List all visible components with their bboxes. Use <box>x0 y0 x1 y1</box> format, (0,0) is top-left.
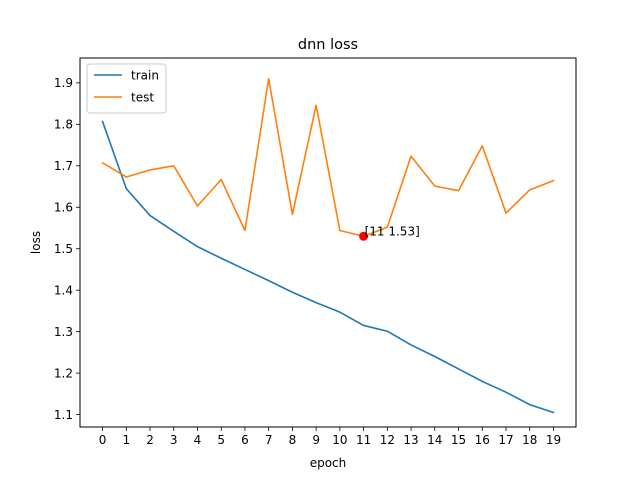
legend-label-train: train <box>131 69 159 83</box>
x-tick-label: 14 <box>427 433 442 447</box>
series-line-test <box>101 77 555 238</box>
y-tick-label: 1.2 <box>54 366 73 380</box>
x-tick-label: 6 <box>241 433 249 447</box>
y-axis-ticks: 1.1 1.2 1.3 1.4 1.5 1.6 1.7 1.8 1.9 <box>54 76 80 422</box>
x-tick-label: 18 <box>522 433 537 447</box>
y-tick-label: 1.5 <box>54 242 73 256</box>
y-tick-label: 1.4 <box>54 283 73 297</box>
legend-box <box>86 63 167 114</box>
annotation-label: [11 1.53] <box>365 224 420 238</box>
y-tick-label: 1.1 <box>54 408 73 422</box>
x-tick-label: 0 <box>99 433 107 447</box>
y-tick-label: 1.8 <box>54 118 73 132</box>
x-tick-label: 1 <box>122 433 130 447</box>
x-axis-ticks: 0 1 2 3 4 5 6 7 8 9 10 11 12 13 14 15 16 17 18 19 <box>99 427 561 447</box>
chart-title: dnn loss <box>298 37 358 53</box>
axes-frame <box>79 57 577 428</box>
x-tick-label: 12 <box>380 433 395 447</box>
x-tick-label: 9 <box>312 433 320 447</box>
y-tick-label: 1.9 <box>54 76 73 90</box>
x-tick-label: 3 <box>170 433 178 447</box>
series-line-train <box>101 120 555 414</box>
legend-label-test: test <box>131 91 154 105</box>
x-tick-label: 19 <box>546 433 561 447</box>
x-tick-label: 2 <box>146 433 154 447</box>
x-tick-label: 16 <box>475 433 490 447</box>
x-tick-label: 4 <box>194 433 202 447</box>
x-tick-label: 8 <box>289 433 297 447</box>
y-tick-label: 1.7 <box>54 159 73 173</box>
annotation-layer: [11 1.53] <box>359 224 420 241</box>
x-tick-label: 7 <box>265 433 273 447</box>
legend: train test <box>86 63 167 114</box>
x-tick-label: 11 <box>356 433 371 447</box>
annotation-marker <box>359 231 369 241</box>
x-tick-label: 17 <box>498 433 513 447</box>
y-tick-label: 1.6 <box>54 201 73 215</box>
x-tick-label: 13 <box>403 433 418 447</box>
x-axis-label: epoch <box>310 456 347 470</box>
x-tick-label: 5 <box>217 433 225 447</box>
y-axis-label: loss <box>29 231 43 254</box>
x-tick-label: 10 <box>332 433 347 447</box>
series-layer <box>101 77 555 414</box>
x-tick-label: 15 <box>451 433 466 447</box>
y-tick-label: 1.3 <box>54 325 73 339</box>
